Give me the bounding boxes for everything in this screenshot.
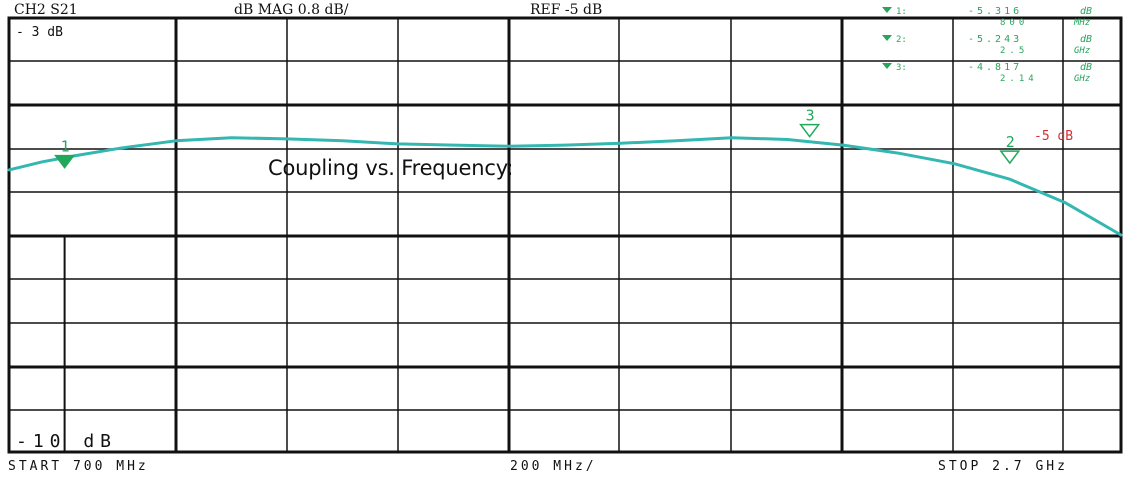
marker-1-readout-frequency-unit: MHz <box>1073 18 1090 28</box>
marker-1-triangle <box>54 154 76 169</box>
marker-2-readout-frequency-unit: GHz <box>1074 46 1090 56</box>
marker-2-readout-id: 2: <box>896 35 907 45</box>
marker-3-readout-value: -4.817 <box>968 62 1022 73</box>
marker-1-label: 1 <box>61 138 70 156</box>
channel-label: CH2 S21 <box>14 2 78 18</box>
marker-2-readout-frequency: 2.5 <box>1000 46 1028 56</box>
marker-1-readout-id: 1: <box>896 7 907 17</box>
marker-3-readout-frequency: 2.14 <box>1000 74 1038 84</box>
marker-3-readout-value-unit: dB <box>1080 62 1092 73</box>
marker-1-readout-value: -5.316 <box>968 6 1022 17</box>
marker-3-readout-icon <box>882 63 892 69</box>
marker-2-readout-value: -5.243 <box>968 34 1022 45</box>
chart-title: Coupling vs. Frequency: <box>268 156 514 180</box>
reference-label: REF -5 dB <box>530 2 603 18</box>
start-frequency-label: START 700 MHz <box>8 459 149 474</box>
marker-2-readout-icon <box>882 35 892 41</box>
reference-level-label: -5 dB <box>1034 129 1073 144</box>
format-label: dB MAG 0.8 dB/ <box>234 2 349 18</box>
marker-2-readout-value-unit: dB <box>1080 34 1092 45</box>
marker-3-readout-id: 3: <box>896 63 907 73</box>
span-label: 200 MHz/ <box>510 459 597 474</box>
analyzer-header: CH2 S21 dB MAG 0.8 dB/ REF -5 dB <box>0 0 1135 18</box>
marker-1-readout-frequency: 800 <box>1000 18 1028 28</box>
marker-1-readout-value-unit: dB <box>1080 6 1092 17</box>
marker-2-label: 2 <box>1006 133 1015 151</box>
frequency-footer: START 700 MHz 200 MHz/ STOP 2.7 GHz <box>0 459 1135 479</box>
y-bottom-label: -10 dB <box>16 431 117 452</box>
stop-frequency-label: STOP 2.7 GHz <box>938 459 1068 474</box>
trace-line <box>7 136 1123 237</box>
marker-3-label: 3 <box>806 107 815 125</box>
y-top-label: - 3 dB <box>16 25 63 40</box>
marker-3-triangle <box>799 123 821 138</box>
marker-1-readout-icon <box>882 7 892 13</box>
marker-3-readout-frequency-unit: GHz <box>1074 74 1090 84</box>
marker-2-triangle <box>999 150 1021 165</box>
